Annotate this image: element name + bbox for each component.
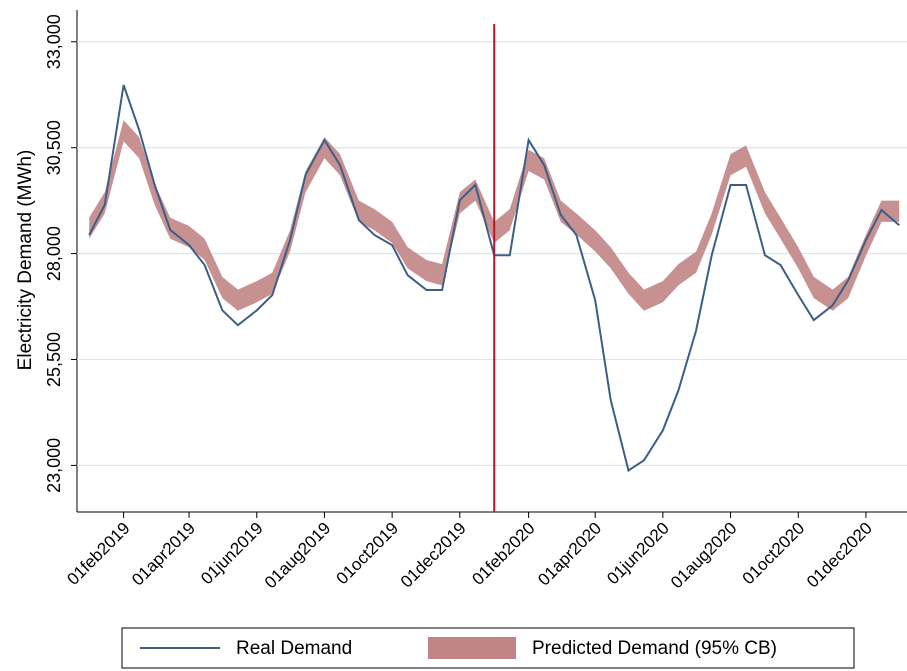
x-tick-label: 01dec2020 bbox=[803, 519, 876, 592]
y-tick-label: 25,500 bbox=[44, 332, 64, 387]
x-tick-label: 01aug2019 bbox=[261, 519, 335, 593]
legend-swatch bbox=[428, 637, 516, 659]
x-tick-label: 01apr2020 bbox=[534, 519, 605, 590]
x-tick-label: 01jun2019 bbox=[197, 519, 267, 589]
x-tick-label: 01oct2019 bbox=[333, 519, 403, 589]
y-tick-label: 33,000 bbox=[44, 14, 64, 69]
y-tick-label: 28,000 bbox=[44, 226, 64, 281]
legend-label: Predicted Demand (95% CB) bbox=[532, 638, 777, 659]
confidence-band bbox=[89, 120, 900, 311]
x-tick-label: 01apr2019 bbox=[128, 519, 199, 590]
x-tick-label: 01feb2019 bbox=[63, 519, 133, 589]
x-tick-label: 01feb2020 bbox=[468, 519, 538, 589]
y-tick-label: 30,500 bbox=[44, 120, 64, 175]
x-tick-label: 01oct2020 bbox=[739, 519, 809, 589]
legend-label: Real Demand bbox=[236, 638, 352, 659]
x-tick-label: 01aug2020 bbox=[667, 519, 741, 593]
y-axis-label: Electricity Demand (MWh) bbox=[15, 150, 36, 371]
x-tick-label: 01dec2019 bbox=[397, 519, 470, 592]
legend-box bbox=[121, 627, 855, 669]
x-tick-label: 01jun2020 bbox=[603, 519, 673, 589]
y-tick-label: 23,000 bbox=[44, 438, 64, 493]
